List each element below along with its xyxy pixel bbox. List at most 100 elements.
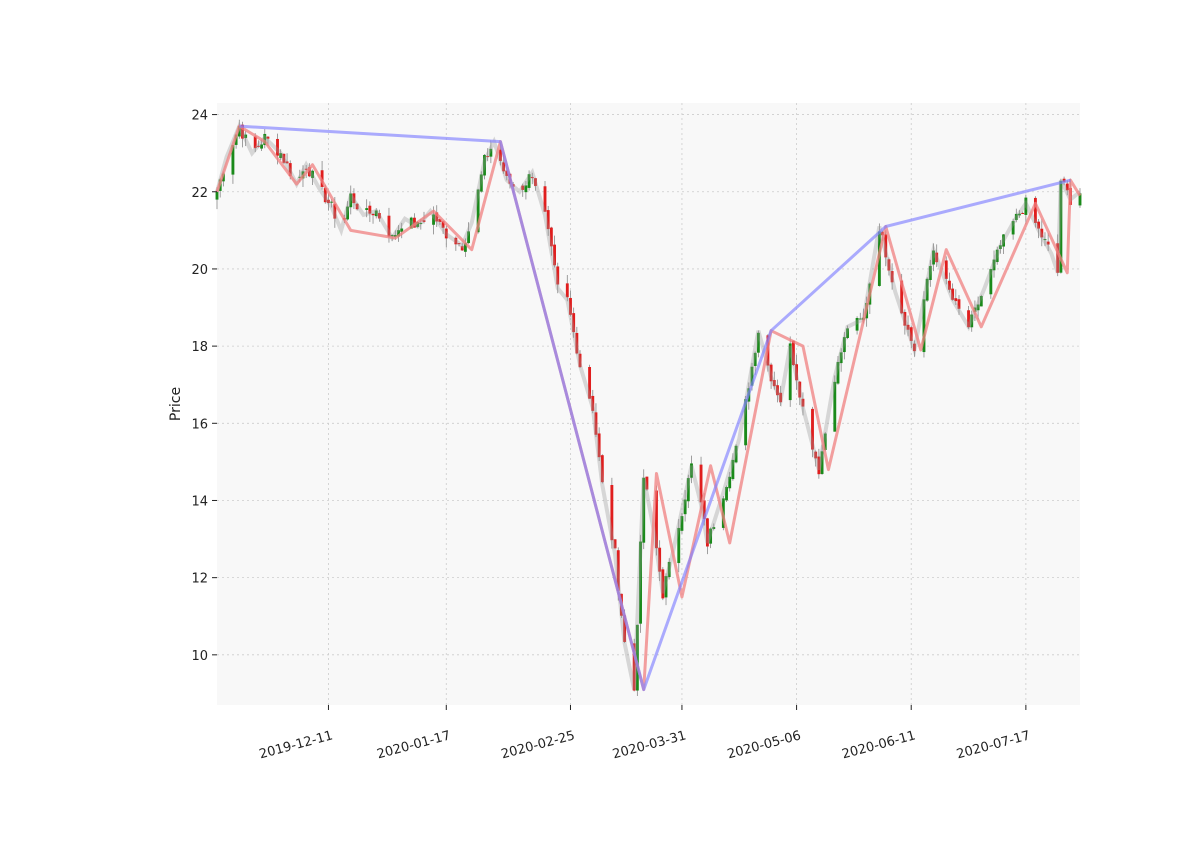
candle-body (769, 364, 773, 382)
candle-body (922, 299, 926, 353)
candle-body (814, 451, 818, 459)
candle-body (578, 353, 582, 368)
candle-body (333, 203, 337, 219)
candle-body (553, 244, 556, 266)
candle-body (667, 561, 671, 578)
candle-body (282, 153, 286, 163)
candle-body (1059, 180, 1063, 273)
candle-body (575, 332, 579, 354)
candle-body (556, 266, 560, 285)
candle-body (858, 318, 862, 320)
candle-body (534, 178, 537, 186)
candle-body (355, 203, 359, 210)
candle-body (976, 304, 980, 311)
candle-body (1078, 193, 1082, 206)
candle-body (686, 478, 690, 502)
candle-body (397, 230, 400, 237)
y-tick-label: 24 (191, 109, 208, 124)
zigzag-minor-layer (215, 124, 1082, 692)
candle-body (705, 518, 709, 547)
candle-body (699, 464, 703, 503)
candle-body (658, 547, 662, 572)
candle-body (1040, 228, 1044, 238)
candle-body (753, 352, 757, 366)
y-axis-label: Price (168, 387, 184, 421)
zigzag-major-line (239, 124, 1071, 692)
candle-body (903, 311, 907, 326)
candle-body (457, 243, 461, 245)
candle-body (906, 324, 910, 330)
candle-body (241, 124, 244, 139)
candle-body (744, 399, 748, 446)
candle-body (279, 153, 283, 158)
y-tick-label: 10 (191, 649, 208, 664)
candle-body (842, 337, 846, 353)
candle-body (463, 243, 467, 252)
candle-body (546, 210, 550, 230)
candle-body (285, 161, 289, 164)
candle-body (432, 214, 435, 225)
candle-body (855, 317, 859, 331)
candle-body (967, 310, 970, 328)
candle-body (368, 205, 372, 214)
candle-body (572, 313, 576, 333)
candle-body (1046, 241, 1050, 245)
y-tick-label: 12 (191, 572, 208, 587)
candle-body (215, 191, 219, 200)
candle-body (276, 138, 279, 156)
candle-body (616, 550, 620, 591)
candle-body (642, 477, 646, 543)
candle-body (655, 490, 658, 549)
candle-body (661, 569, 665, 599)
candle-body (543, 186, 547, 212)
candle-body (680, 516, 684, 531)
zigzag-minor-line (215, 124, 1082, 692)
candle-body (951, 288, 955, 300)
candle-body (1021, 213, 1025, 215)
candle-body (549, 227, 553, 247)
candle-body (725, 486, 728, 501)
candle-body (253, 136, 257, 149)
candle-body (231, 145, 235, 175)
candle-body (779, 392, 783, 403)
candle-body (623, 615, 627, 642)
candle-body (569, 297, 572, 315)
candle-body (521, 185, 525, 190)
candle-body (505, 170, 509, 176)
candle-body (645, 476, 649, 490)
candle-body (731, 459, 735, 480)
candle-body (948, 280, 951, 290)
candle-body (1043, 239, 1047, 241)
candle-body (393, 234, 397, 237)
candle-body (371, 213, 375, 216)
candle-body (377, 213, 381, 219)
candle-body (565, 283, 569, 298)
candle-body (387, 215, 391, 237)
y-tick-label: 16 (191, 417, 208, 432)
candle-body (400, 228, 404, 232)
candle-body (476, 189, 480, 233)
candle-body (237, 126, 241, 137)
candle-body (909, 327, 913, 341)
candle-body (635, 624, 639, 691)
candle-body (932, 250, 935, 265)
candle-body (846, 328, 849, 338)
candle-body (1018, 213, 1021, 216)
candle-body (639, 541, 642, 624)
candle-body (588, 366, 592, 399)
candle-body (591, 395, 595, 411)
zigzag-major-layer (239, 124, 1071, 692)
candle-body (498, 149, 502, 161)
candle-body (998, 245, 1002, 249)
candle-body (772, 380, 776, 387)
candle-body (788, 343, 792, 401)
candle-body (594, 412, 598, 435)
candle-body (422, 220, 426, 222)
candle-body (1033, 197, 1037, 223)
candle-body (820, 451, 824, 474)
price-band (215, 121, 1082, 690)
candle-body (311, 170, 314, 178)
candle-body (683, 499, 687, 515)
candle-body (260, 144, 264, 149)
candle-body (263, 133, 267, 146)
